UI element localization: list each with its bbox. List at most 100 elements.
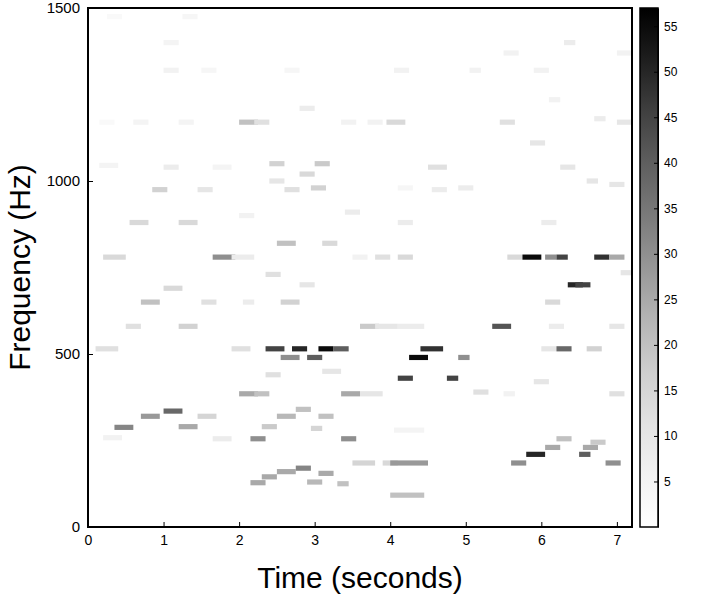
- cell: [179, 120, 194, 125]
- cell: [164, 165, 179, 170]
- cell: [269, 178, 284, 183]
- tick-label: 30: [664, 247, 678, 261]
- tick-mark: [654, 72, 658, 73]
- cell: [182, 14, 197, 19]
- tick-mark: [654, 208, 658, 209]
- cell: [284, 68, 299, 73]
- cell: [541, 346, 556, 351]
- cell: [300, 282, 315, 287]
- cell: [522, 255, 541, 260]
- cell: [250, 480, 265, 485]
- cell: [307, 479, 322, 484]
- cell: [575, 282, 590, 287]
- cell: [545, 300, 560, 305]
- cell: [164, 40, 179, 45]
- cell: [292, 346, 307, 351]
- y-axis-title: Frequency (Hz): [3, 164, 36, 371]
- cell: [99, 120, 114, 125]
- cell: [337, 481, 348, 486]
- cell: [99, 163, 118, 168]
- tick-label: 0: [85, 532, 93, 548]
- y-axis: 050010001500: [47, 0, 93, 535]
- cell: [213, 436, 232, 441]
- tick: 1500: [47, 0, 93, 16]
- cell: [375, 255, 390, 260]
- cell: [281, 355, 300, 360]
- cell: [352, 460, 375, 465]
- cell: [296, 407, 311, 412]
- cell: [583, 445, 598, 450]
- cell: [504, 391, 515, 396]
- tick-mark: [654, 436, 658, 437]
- cell: [334, 346, 349, 351]
- tick: 6: [538, 522, 546, 548]
- cell: [541, 220, 556, 225]
- colorbar-axis: 510152025303540455055: [654, 9, 678, 528]
- colorbar-axis-line: [658, 9, 659, 528]
- cell: [545, 445, 560, 450]
- cell: [201, 300, 216, 305]
- tick-mark: [654, 345, 658, 346]
- cell: [534, 379, 549, 384]
- cells: [96, 14, 632, 498]
- cell: [504, 50, 519, 55]
- cell: [126, 324, 141, 329]
- tick: 3: [311, 522, 319, 548]
- tick: 50: [654, 65, 678, 79]
- cell: [420, 346, 443, 351]
- cell: [345, 210, 360, 215]
- tick: 55: [654, 20, 678, 34]
- tick-mark: [654, 299, 658, 300]
- tick-label: 1: [160, 532, 168, 548]
- tick: 45: [654, 111, 678, 125]
- cell: [311, 185, 326, 190]
- cell: [164, 68, 179, 73]
- cell: [394, 68, 409, 73]
- tick-label: 7: [613, 532, 621, 548]
- tick-label: 20: [664, 338, 678, 352]
- chart: 01234567050010001500Time (seconds)Freque…: [0, 0, 708, 604]
- cell: [198, 187, 213, 192]
- cell: [213, 165, 232, 170]
- tick: 5: [462, 522, 470, 548]
- tick-label: 4: [387, 532, 395, 548]
- tick-label: 25: [664, 293, 678, 307]
- tick: 25: [654, 293, 678, 307]
- tick: 10: [654, 429, 678, 443]
- tick-mark: [654, 481, 658, 482]
- cell: [375, 324, 398, 329]
- cell: [587, 346, 602, 351]
- tick: 1: [160, 522, 168, 548]
- cell: [201, 68, 216, 73]
- cell: [609, 182, 624, 187]
- tick-label: 3: [311, 532, 319, 548]
- cell: [390, 493, 424, 498]
- cell: [250, 436, 265, 441]
- cell: [152, 187, 167, 192]
- cell: [114, 425, 133, 430]
- tick-label: 5: [462, 532, 470, 548]
- cell: [266, 346, 285, 351]
- cell: [133, 120, 148, 125]
- cell: [284, 187, 299, 192]
- tick-label: 2: [236, 532, 244, 548]
- tick-label: 45: [664, 111, 678, 125]
- tick-mark: [654, 26, 658, 27]
- cell: [341, 391, 360, 396]
- tick-label: 15: [664, 384, 678, 398]
- cell: [617, 120, 632, 125]
- colorbar: [640, 8, 658, 527]
- cell: [300, 171, 315, 176]
- cell: [549, 324, 564, 329]
- cell: [277, 469, 296, 474]
- cell: [281, 300, 300, 305]
- cell: [398, 255, 413, 260]
- cell: [360, 391, 383, 396]
- tick-mark: [654, 390, 658, 391]
- cell: [232, 255, 255, 260]
- tick-label: 1500: [47, 0, 80, 16]
- cell: [398, 376, 413, 381]
- cell: [164, 408, 183, 413]
- cell: [318, 346, 333, 351]
- tick: 15: [654, 384, 678, 398]
